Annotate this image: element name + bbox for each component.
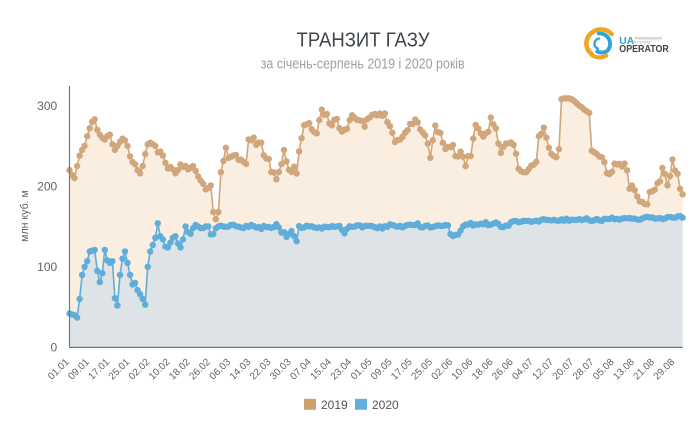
svg-text:2020: 2020 — [372, 398, 399, 412]
svg-text:300: 300 — [37, 99, 57, 113]
svg-text:за січень-серпень 2019 і 2020: за січень-серпень 2019 і 2020 років — [261, 56, 465, 73]
svg-text:OPERATOR: OPERATOR — [619, 44, 669, 55]
svg-text:2019: 2019 — [321, 398, 348, 412]
svg-text:ТРАНЗИТ ГАЗУ: ТРАНЗИТ ГАЗУ — [297, 29, 431, 52]
svg-text:SYSTEM: SYSTEM — [634, 40, 650, 44]
svg-text:UA: UA — [619, 36, 634, 47]
svg-text:100: 100 — [37, 260, 57, 274]
svg-text:200: 200 — [37, 180, 57, 194]
svg-text:TRANSMISSION: TRANSMISSION — [634, 37, 663, 41]
svg-text:0: 0 — [51, 341, 58, 355]
svg-text:млн куб. м: млн куб. м — [19, 190, 31, 242]
